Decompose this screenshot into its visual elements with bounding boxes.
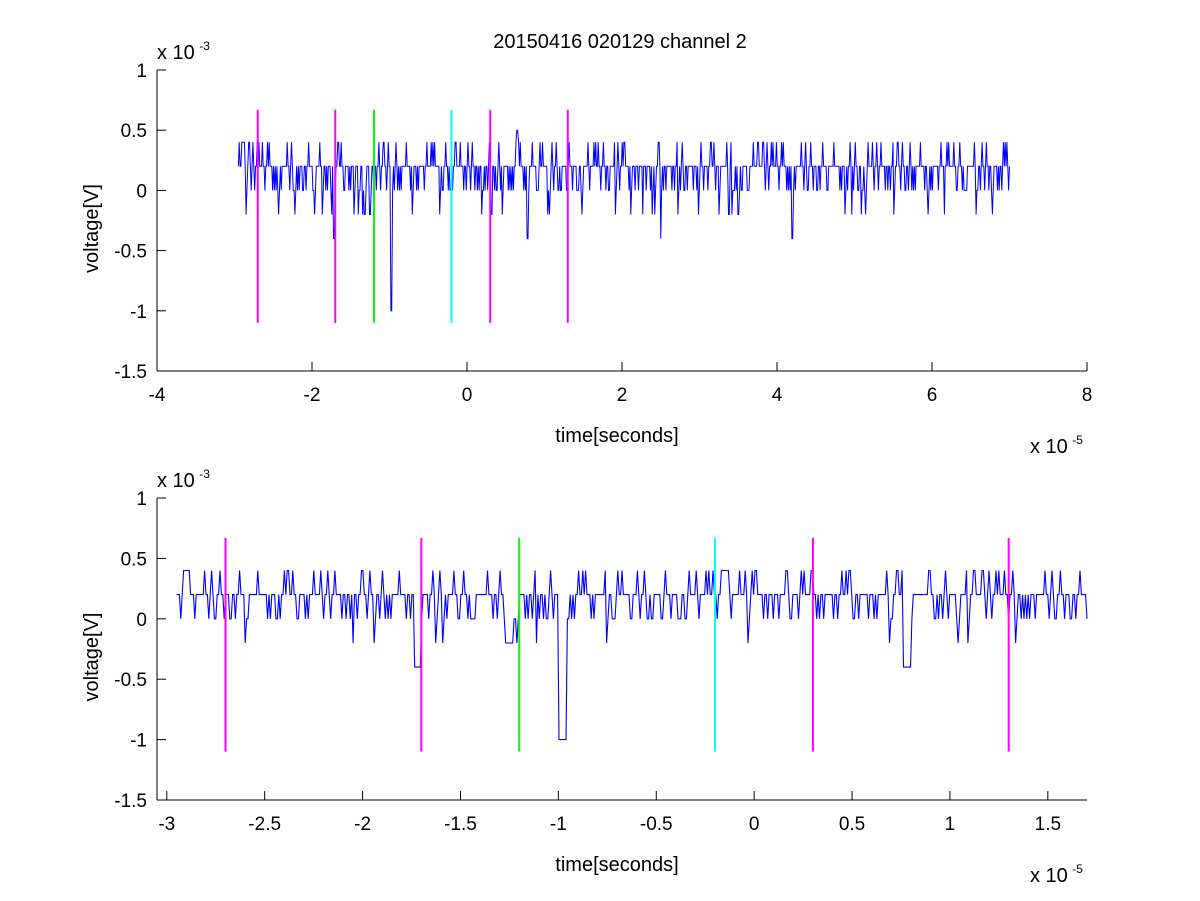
top-x-multiplier-base: x 10 [1030,436,1068,458]
top-axes-frame [156,70,1087,372]
bottom-x-tick-label-7: 0.5 [839,814,865,835]
top-y-tick-label-3: 0 [136,181,147,202]
top-y-tick-label-4: 0.5 [121,121,147,142]
bottom-x-tick-label-8: 1 [945,814,956,835]
bottom-y-axis-label: voltage[V] [81,613,103,702]
top-y-tick-label-5: 1 [136,61,147,82]
bottom-markers-group [224,537,1010,752]
bottom-x-tick-label-0: -3 [158,814,175,835]
top-markers-group [256,109,569,323]
top-x-tick-label-6: 8 [1082,385,1093,406]
bottom-y-tick-label-3: 0 [136,610,147,631]
bottom-series-line-0 [176,569,1088,741]
bottom-y-multiplier-base: x 10 [157,470,195,492]
bottom-y-tick-label-0: -1.5 [114,791,147,812]
bottom-x-tick-label-6: 0 [749,814,760,835]
bottom-y-multiplier: x 10 -3 [157,467,210,492]
top-y-tick-label-1: -1 [130,302,147,323]
bottom-x-tick-label-1: -2.5 [248,814,281,835]
bottom-x-tick-label-4: -1 [550,814,567,835]
bottom-y-tick-label-2: -0.5 [114,670,147,691]
bottom-x-axis-label: time[seconds] [555,854,678,876]
top-x-tick-label-2: 0 [462,385,473,406]
bottom-x-multiplier: x 10 -5 [1030,862,1083,887]
bottom-series-group [176,569,1088,741]
top-x-tick-label-3: 2 [617,385,628,406]
top-ticks-group: -4 -2 0 2 4 6 8 -1.5 -1 -0.5 0 0.5 1 [114,61,1092,406]
top-x-tick-label-0: -4 [149,385,166,406]
bottom-x-multiplier-exp: -5 [1072,862,1083,876]
bottom-x-multiplier-base: x 10 [1030,865,1068,887]
top-y-tick-label-0: -1.5 [114,362,147,383]
bottom-axes-frame [156,498,1087,801]
bottom-x-tick-label-2: -2 [354,814,371,835]
top-x-tick-label-4: 4 [772,385,783,406]
chart-title: 20150416 020129 channel 2 [493,31,747,53]
top-x-multiplier-exp: -5 [1072,433,1083,447]
bottom-ticks-group: -3 -2.5 -2 -1.5 -1 -0.5 0 0.5 1 1.5 -1.5 -1 -0.5 0 0.5… [114,489,1061,835]
top-x-axis-label: time[seconds] [555,425,678,447]
top-y-axis-label: voltage[V] [81,184,103,273]
bottom-x-tick-label-3: -1.5 [444,814,477,835]
bottom-x-tick-label-9: 1.5 [1035,814,1061,835]
bottom-y-tick-label-1: -1 [130,731,147,752]
top-series-group [237,129,1010,312]
top-x-tick-label-5: 6 [927,385,938,406]
top-y-tick-label-2: -0.5 [114,242,147,263]
bottom-x-tick-label-5: -0.5 [640,814,673,835]
top-y-multiplier-exp: -3 [199,39,210,53]
top-axes: -4 -2 0 2 4 6 8 -1.5 -1 -0.5 0 0.5 1 time[seconds] v… [81,39,1092,458]
bottom-axes: -3 -2.5 -2 -1.5 -1 -0.5 0 0.5 1 1.5 -1.5 -1 -0.5 0 0.5… [81,467,1088,887]
bottom-y-multiplier-exp: -3 [199,467,210,481]
top-series-line-0 [237,129,1010,312]
top-y-multiplier: x 10 -3 [157,39,210,64]
top-x-tick-label-1: -2 [304,385,321,406]
bottom-y-tick-label-5: 1 [136,489,147,510]
top-x-multiplier: x 10 -5 [1030,433,1083,458]
top-y-multiplier-base: x 10 [157,42,195,64]
bottom-y-tick-label-4: 0.5 [121,549,147,570]
